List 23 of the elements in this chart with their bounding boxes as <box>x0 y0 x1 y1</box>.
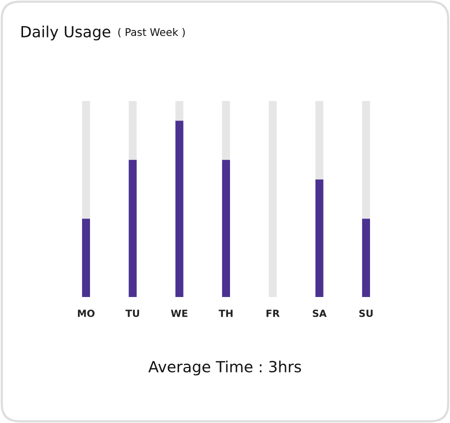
bar <box>315 101 324 180</box>
bar <box>82 218 90 297</box>
x-tick-label: SU <box>359 310 373 318</box>
bar <box>362 218 370 297</box>
bar <box>222 160 230 297</box>
bar <box>268 101 277 297</box>
x-tick-label: FR <box>266 310 280 317</box>
bar <box>315 179 324 297</box>
x-tick-label: TU <box>125 310 140 318</box>
bar <box>82 101 90 219</box>
x-tick-label: MO <box>78 310 95 318</box>
x-tick-label: SA <box>312 310 327 318</box>
text: Average Time : 3hrs <box>148 360 301 376</box>
bar <box>175 120 184 297</box>
bar <box>362 101 370 219</box>
chart-title: Daily Usage <box>22 26 110 40</box>
chart-subtitle: ( Past Week ) <box>118 28 185 38</box>
x-tick-label: WE <box>170 310 188 317</box>
bar <box>128 101 137 160</box>
bar <box>222 101 230 160</box>
bar <box>128 160 137 297</box>
bar <box>175 101 184 121</box>
x-tick-label: TH <box>218 310 233 317</box>
